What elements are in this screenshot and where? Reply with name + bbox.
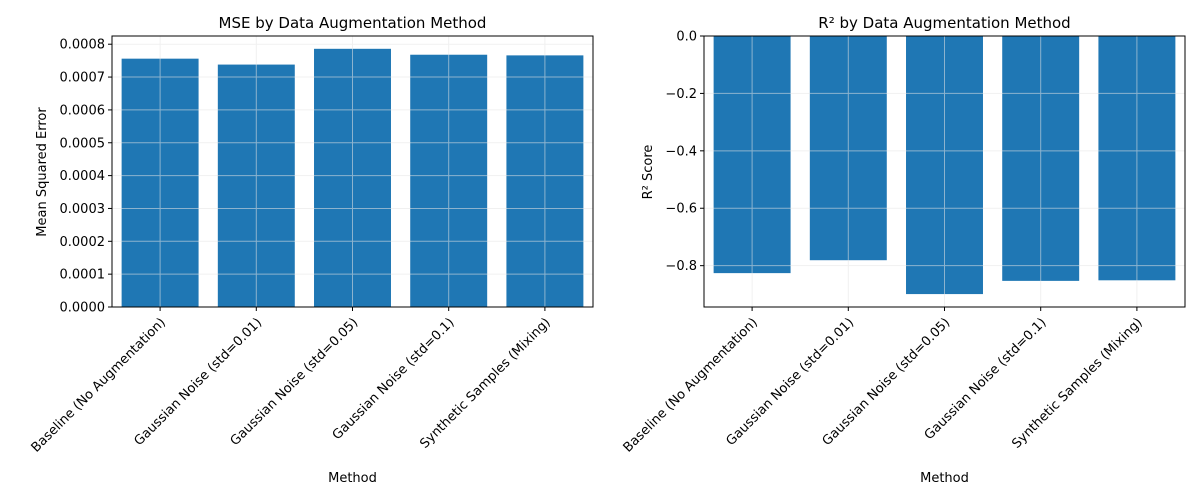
mse-plot-frame xyxy=(111,35,594,308)
mse-y-tick-label: 0.0003 xyxy=(60,202,106,217)
r2-y-tick-label: 0.0 xyxy=(676,30,697,45)
r2-y-axis-label: R² Score xyxy=(641,145,656,200)
mse-y-tick-label: 0.0008 xyxy=(60,38,106,53)
r2-y-tick-label: −0.6 xyxy=(665,202,697,217)
mse-y-tick-label: 0.0006 xyxy=(60,103,106,118)
mse-y-tick-label: 0.0005 xyxy=(60,136,106,151)
r2-chart-title: R² by Data Augmentation Method xyxy=(818,14,1070,32)
r2-y-tick-label: −0.8 xyxy=(665,259,697,274)
r2-y-tick-label: −0.2 xyxy=(665,87,697,102)
mse-chart-title: MSE by Data Augmentation Method xyxy=(219,14,487,32)
mse-y-tick-label: 0.0002 xyxy=(60,235,106,250)
r2-x-axis-label: Method xyxy=(920,471,969,486)
mse-y-tick-label: 0.0004 xyxy=(60,169,106,184)
mse-y-tick-label: 0.0001 xyxy=(60,268,106,283)
mse-x-axis-label: Method xyxy=(328,471,377,486)
r2-y-tick-label: −0.4 xyxy=(665,144,697,159)
mse-y-tick-label: 0.0007 xyxy=(60,71,106,86)
r2-plot-frame xyxy=(703,35,1186,308)
mse-y-tick-label: 0.0000 xyxy=(60,301,106,316)
r2-grid xyxy=(704,35,1185,307)
mse-y-axis-label: Mean Squared Error xyxy=(35,107,50,237)
